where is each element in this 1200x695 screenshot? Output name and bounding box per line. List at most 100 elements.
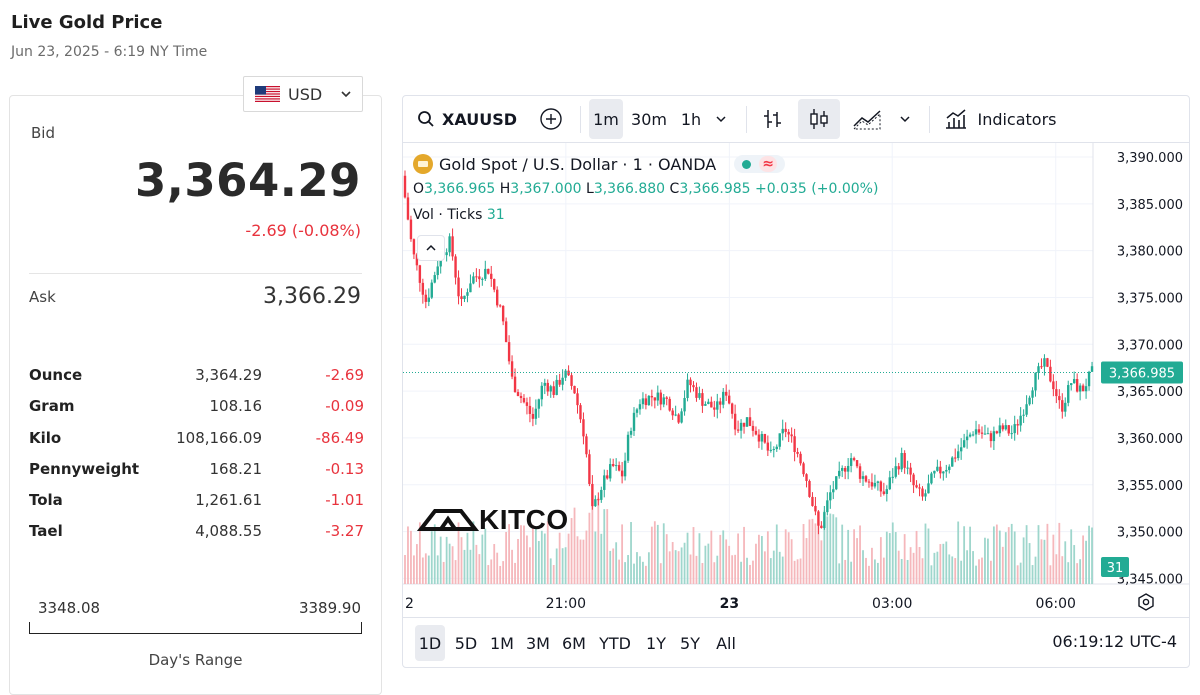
- volume-bar: [704, 545, 707, 584]
- interval-menu-button[interactable]: [709, 99, 733, 139]
- volume-bar: [442, 561, 445, 584]
- volume-bar: [838, 563, 841, 584]
- unit-row-gram: Gram 108.16 -0.09: [29, 397, 364, 428]
- candle-body: [942, 471, 945, 474]
- volume-bar: [948, 554, 951, 584]
- candle-body: [1043, 358, 1046, 367]
- volume-bar: [817, 522, 820, 584]
- range-3m-button[interactable]: 3M: [523, 625, 553, 661]
- volume-bar: [531, 524, 534, 584]
- bar-chart-style-button[interactable]: [755, 99, 791, 139]
- volume-bar: [413, 555, 415, 584]
- interval-1h-button[interactable]: 1h: [675, 99, 707, 139]
- range-5y-button[interactable]: 5Y: [675, 625, 705, 661]
- price-axis-label: 3,390.000: [1117, 151, 1183, 166]
- last-price-label: 3,366.985: [1109, 367, 1175, 382]
- volume-bar: [594, 531, 597, 584]
- compare-symbol-button[interactable]: [535, 99, 567, 139]
- kitco-logo-mark: [416, 509, 480, 531]
- candle-body: [591, 483, 594, 507]
- candle-body: [498, 305, 502, 307]
- interval-30m-button[interactable]: 30m: [628, 99, 670, 139]
- volume-bar: [445, 536, 448, 584]
- volume-bar: [1004, 532, 1007, 584]
- candle-body: [930, 473, 933, 484]
- legend-title: Gold Spot / U.S. Dollar · 1 · OANDA: [439, 154, 717, 174]
- close-value: 3,366.985: [679, 181, 751, 197]
- price-axis-label: 3,375.000: [1117, 291, 1183, 306]
- volume-bar: [984, 537, 986, 584]
- candle-body: [609, 464, 612, 479]
- volume-bar: [903, 534, 906, 584]
- range-label: 1D: [418, 633, 442, 653]
- range-ytd-button[interactable]: YTD: [595, 625, 635, 661]
- currency-select[interactable]: USD: [243, 76, 363, 112]
- range-1y-button[interactable]: 1Y: [641, 625, 671, 661]
- range-all-button[interactable]: All: [709, 625, 743, 661]
- range-1d-button[interactable]: 1D: [415, 625, 445, 661]
- volume-bar: [987, 538, 989, 584]
- volume-bar: [1064, 541, 1067, 584]
- volume-bar: [645, 565, 647, 584]
- candle-body: [840, 467, 844, 471]
- volume-bar: [627, 555, 629, 584]
- candle-body: [650, 395, 654, 398]
- volume-bar: [540, 530, 543, 584]
- area-chart-style-button[interactable]: [847, 99, 887, 139]
- candle-body: [1070, 383, 1073, 386]
- candlestick-chart[interactable]: 3,390.000 3,385.000 3,380.000 3,375.000 3,37…: [403, 143, 1190, 619]
- unit-row-kilo: Kilo 108,166.09 -86.49: [29, 429, 364, 460]
- volume-bar: [787, 532, 790, 584]
- volume-bar: [921, 558, 924, 584]
- candle-body: [814, 505, 817, 512]
- volume-bar: [969, 526, 971, 584]
- volume-bar: [909, 547, 912, 584]
- chart-style-menu-button[interactable]: [893, 99, 917, 139]
- volume-bar: [591, 498, 594, 584]
- candle-body: [817, 511, 820, 526]
- candle-body: [507, 342, 511, 362]
- range-5d-button[interactable]: 5D: [451, 625, 481, 661]
- candle-body: [668, 398, 671, 411]
- time-axis-label: 21:00: [546, 596, 586, 612]
- volume-bar: [410, 530, 412, 584]
- candle-body: [620, 470, 624, 477]
- volume-bar: [796, 559, 799, 584]
- symbol-search-button[interactable]: XAUUSD: [411, 99, 523, 139]
- candles: [403, 170, 1094, 535]
- volume-bar: [841, 524, 844, 584]
- volume-bar: [972, 551, 974, 584]
- unit-change: -1.01: [325, 491, 364, 510]
- range-1m-button[interactable]: 1M: [487, 625, 517, 661]
- volume-bar: [900, 558, 903, 584]
- time-axis-label: 06:00: [1036, 596, 1076, 612]
- candle-body: [549, 386, 552, 392]
- quote-panel: Bid 3,364.29 -2.69 (-0.08%) Ask 3,366.29…: [9, 95, 382, 695]
- candle-body: [448, 236, 451, 253]
- candle-body: [757, 434, 761, 442]
- volume-bar: [680, 547, 683, 584]
- volume-bar: [716, 555, 719, 584]
- volume-bar: [832, 514, 835, 584]
- chart-clock: 06:19:12 UTC-4: [1052, 632, 1177, 651]
- candle-body: [519, 395, 523, 399]
- volume-bar: [945, 541, 948, 584]
- volume-bar: [585, 530, 588, 584]
- volume-bar: [523, 525, 525, 584]
- volume-bar: [698, 533, 701, 584]
- low-label: L: [586, 181, 594, 197]
- volume-bar: [823, 510, 826, 584]
- range-6m-button[interactable]: 6M: [559, 625, 589, 661]
- candle-body: [421, 282, 425, 295]
- interval-1m-button[interactable]: 1m: [589, 99, 623, 139]
- collapse-legend-button[interactable]: [417, 235, 445, 261]
- volume-bar: [888, 533, 891, 584]
- symbol-label: XAUUSD: [442, 109, 518, 129]
- candle-body: [977, 429, 981, 433]
- volume-bar: [1037, 525, 1040, 584]
- candles-chart-style-button[interactable]: [798, 99, 840, 139]
- candle-body: [1090, 366, 1094, 372]
- indicators-button[interactable]: Indicators: [938, 99, 1063, 139]
- volume-bar: [633, 563, 635, 584]
- volume-bar: [665, 534, 668, 584]
